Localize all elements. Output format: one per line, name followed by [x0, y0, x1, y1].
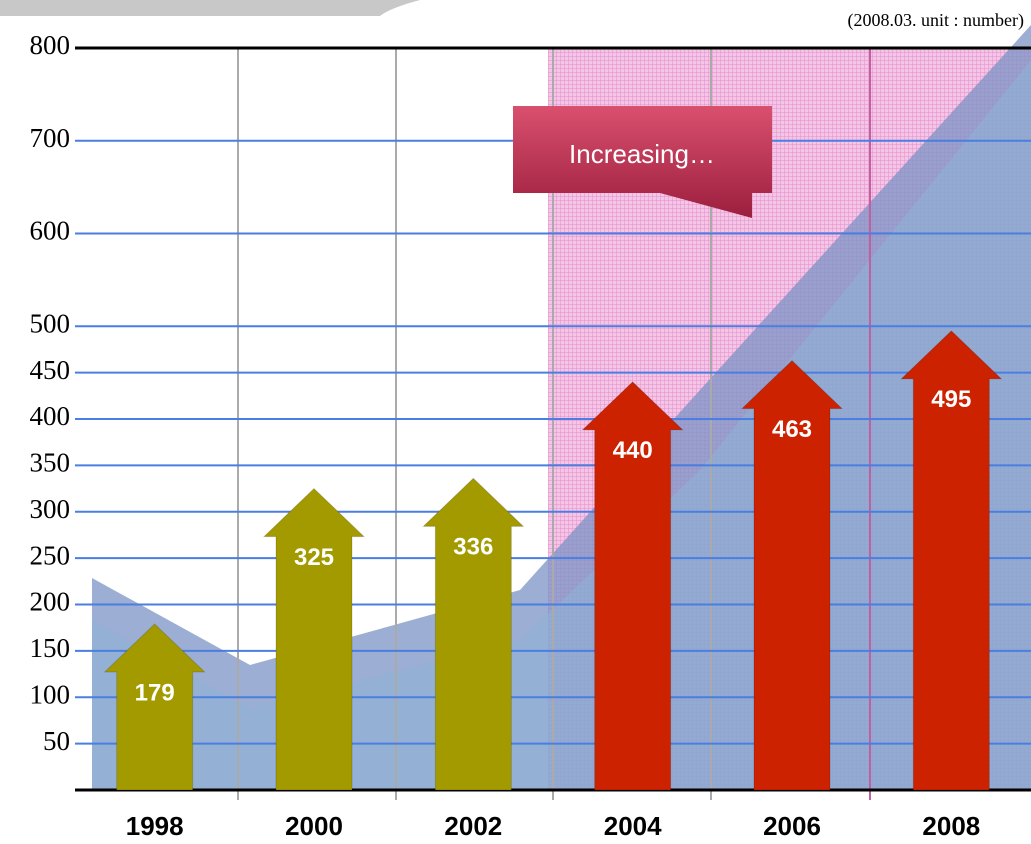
- y-tick-label: 400: [30, 401, 71, 431]
- unit-note: (2008.03. unit : number): [848, 10, 1024, 31]
- bar: [423, 478, 523, 790]
- x-tick-label: 1998: [126, 811, 184, 841]
- value-label: 495: [931, 386, 971, 413]
- value-label: 325: [294, 544, 334, 571]
- x-tick-label: 2000: [285, 811, 343, 841]
- value-label: 179: [135, 679, 175, 706]
- value-label: 440: [613, 437, 653, 464]
- y-tick-label: 300: [30, 494, 71, 524]
- x-tick-label: 2006: [763, 811, 821, 841]
- callout-text: Increasing…: [569, 139, 715, 169]
- y-tick-label: 50: [43, 726, 70, 756]
- chart: (2008.03. unit : number) 50 100 150 200 250 3…: [0, 0, 1031, 844]
- y-tick-label: 500: [30, 308, 71, 338]
- y-tick-label: 150: [30, 633, 71, 663]
- value-label: 463: [772, 416, 812, 443]
- x-tick-label: 2008: [922, 811, 980, 841]
- x-tick-label: 2002: [444, 811, 502, 841]
- y-tick-label: 200: [30, 587, 71, 617]
- y-tick-label: 100: [30, 679, 71, 709]
- y-tick-label: 450: [30, 355, 71, 385]
- value-label: 336: [453, 534, 493, 561]
- x-tick-label: 2004: [604, 811, 662, 841]
- y-tick-label: 800: [30, 30, 71, 60]
- header-tab: [0, 0, 420, 16]
- y-tick-label: 350: [30, 448, 71, 478]
- y-tick-label: 700: [30, 123, 71, 153]
- y-tick-label: 600: [30, 216, 71, 246]
- bar: [264, 489, 364, 790]
- y-tick-label: 250: [30, 540, 71, 570]
